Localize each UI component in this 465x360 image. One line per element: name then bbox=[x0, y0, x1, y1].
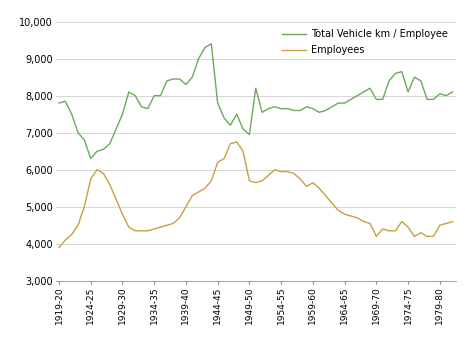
Employees bbox=[56, 245, 62, 249]
Employees bbox=[450, 219, 455, 224]
Total Vehicle km / Employee bbox=[56, 101, 62, 105]
Employees bbox=[259, 179, 265, 183]
Employees bbox=[246, 179, 252, 183]
Total Vehicle km / Employee bbox=[171, 77, 176, 81]
Legend: Total Vehicle km / Employee, Employees: Total Vehicle km / Employee, Employees bbox=[279, 27, 451, 58]
Total Vehicle km / Employee bbox=[208, 42, 214, 46]
Employees bbox=[234, 140, 239, 144]
Employees bbox=[164, 223, 170, 228]
Employees bbox=[444, 221, 449, 226]
Line: Employees: Employees bbox=[59, 142, 452, 247]
Total Vehicle km / Employee bbox=[444, 94, 449, 98]
Total Vehicle km / Employee bbox=[266, 107, 271, 111]
Total Vehicle km / Employee bbox=[183, 82, 189, 87]
Total Vehicle km / Employee bbox=[88, 157, 93, 161]
Employees bbox=[177, 216, 182, 220]
Total Vehicle km / Employee bbox=[450, 90, 455, 94]
Total Vehicle km / Employee bbox=[342, 101, 347, 105]
Employees bbox=[335, 208, 341, 213]
Total Vehicle km / Employee bbox=[253, 86, 259, 90]
Line: Total Vehicle km / Employee: Total Vehicle km / Employee bbox=[59, 44, 452, 159]
